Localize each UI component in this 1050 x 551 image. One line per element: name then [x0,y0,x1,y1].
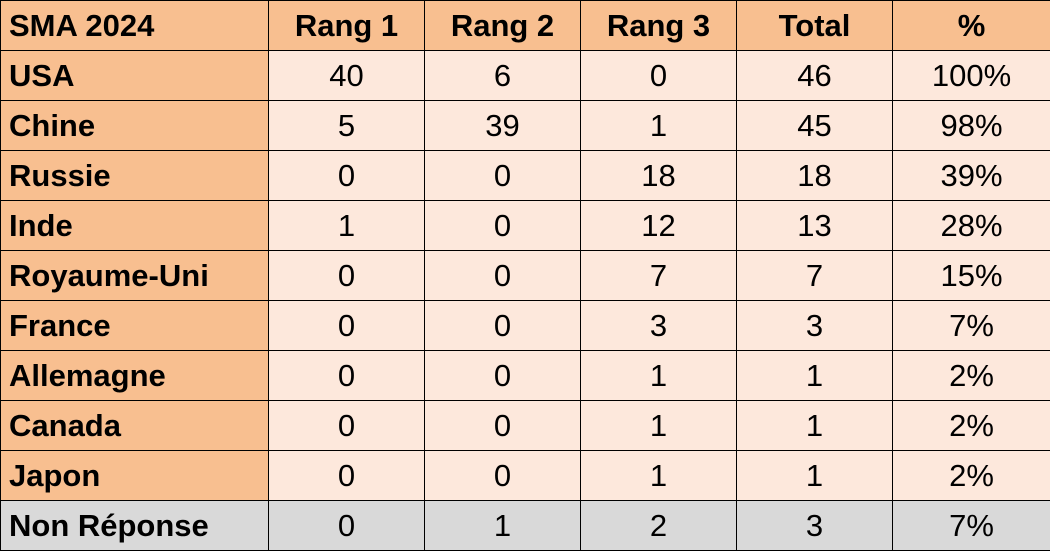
table-cell: 3 [737,501,893,551]
header-cell: Total [737,1,893,51]
table-cell: 0 [581,51,737,101]
table-cell: 1 [737,351,893,401]
table-cell: 1 [581,351,737,401]
table-cell: 0 [269,251,425,301]
row-label: Inde [1,201,269,251]
table-row: Allemagne 0 0 1 1 2% [1,351,1050,401]
table-cell: 0 [425,301,581,351]
table-cell: 1 [737,401,893,451]
row-label: Canada [1,401,269,451]
table-row: Japon 0 0 1 1 2% [1,451,1050,501]
row-label: Allemagne [1,351,269,401]
table-row: Canada 0 0 1 1 2% [1,401,1050,451]
table-cell: 40 [269,51,425,101]
table-cell: 0 [269,351,425,401]
table-cell: 13 [737,201,893,251]
table-cell: 2 [581,501,737,551]
table-row: USA 40 6 0 46 100% [1,51,1050,101]
table-cell: 0 [425,351,581,401]
table-cell: 2% [893,401,1050,451]
table-cell: 0 [269,501,425,551]
header-row: SMA 2024 Rang 1 Rang 2 Rang 3 Total % [1,1,1050,51]
table-row-no-response: Non Réponse 0 1 2 3 7% [1,501,1050,551]
table-cell: 2% [893,351,1050,401]
table-row: France 0 0 3 3 7% [1,301,1050,351]
table-cell: 6 [425,51,581,101]
table-cell: 45 [737,101,893,151]
table-cell: 28% [893,201,1050,251]
table-cell: 1 [737,451,893,501]
table-row: Inde 1 0 12 13 28% [1,201,1050,251]
row-label: Russie [1,151,269,201]
table-cell: 39% [893,151,1050,201]
table-cell: 0 [425,151,581,201]
table-cell: 98% [893,101,1050,151]
table-cell: 0 [425,201,581,251]
table-cell: 18 [737,151,893,201]
table-cell: 1 [581,101,737,151]
header-cell: % [893,1,1050,51]
table-cell: 39 [425,101,581,151]
table-cell: 1 [425,501,581,551]
table-cell: 3 [581,301,737,351]
header-cell: SMA 2024 [1,1,269,51]
table-cell: 0 [425,401,581,451]
table-row: Chine 5 39 1 45 98% [1,101,1050,151]
table-row: Royaume-Uni 0 0 7 7 15% [1,251,1050,301]
table-cell: 100% [893,51,1050,101]
table-cell: 0 [269,451,425,501]
table-cell: 0 [425,451,581,501]
row-label: Non Réponse [1,501,269,551]
row-label: USA [1,51,269,101]
table-cell: 12 [581,201,737,251]
table-cell: 15% [893,251,1050,301]
table-cell: 7 [737,251,893,301]
table-cell: 7% [893,501,1050,551]
row-label: Chine [1,101,269,151]
table-cell: 0 [269,151,425,201]
table-cell: 0 [269,301,425,351]
header-cell: Rang 2 [425,1,581,51]
table-cell: 1 [269,201,425,251]
header-cell: Rang 3 [581,1,737,51]
table-cell: 7% [893,301,1050,351]
table-cell: 0 [269,401,425,451]
row-label: Royaume-Uni [1,251,269,301]
table-cell: 18 [581,151,737,201]
table-row: Russie 0 0 18 18 39% [1,151,1050,201]
header-cell: Rang 1 [269,1,425,51]
table-cell: 2% [893,451,1050,501]
table-cell: 1 [581,451,737,501]
table-cell: 0 [425,251,581,301]
row-label: France [1,301,269,351]
table-cell: 46 [737,51,893,101]
table-cell: 1 [581,401,737,451]
table-cell: 3 [737,301,893,351]
table-cell: 5 [269,101,425,151]
table-cell: 7 [581,251,737,301]
row-label: Japon [1,451,269,501]
